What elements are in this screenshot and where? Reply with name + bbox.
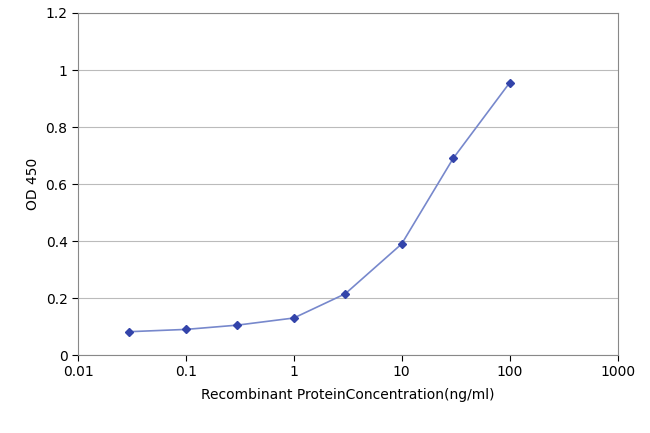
X-axis label: Recombinant ProteinConcentration(ng/ml): Recombinant ProteinConcentration(ng/ml) — [201, 388, 495, 402]
Y-axis label: OD 450: OD 450 — [26, 158, 40, 210]
